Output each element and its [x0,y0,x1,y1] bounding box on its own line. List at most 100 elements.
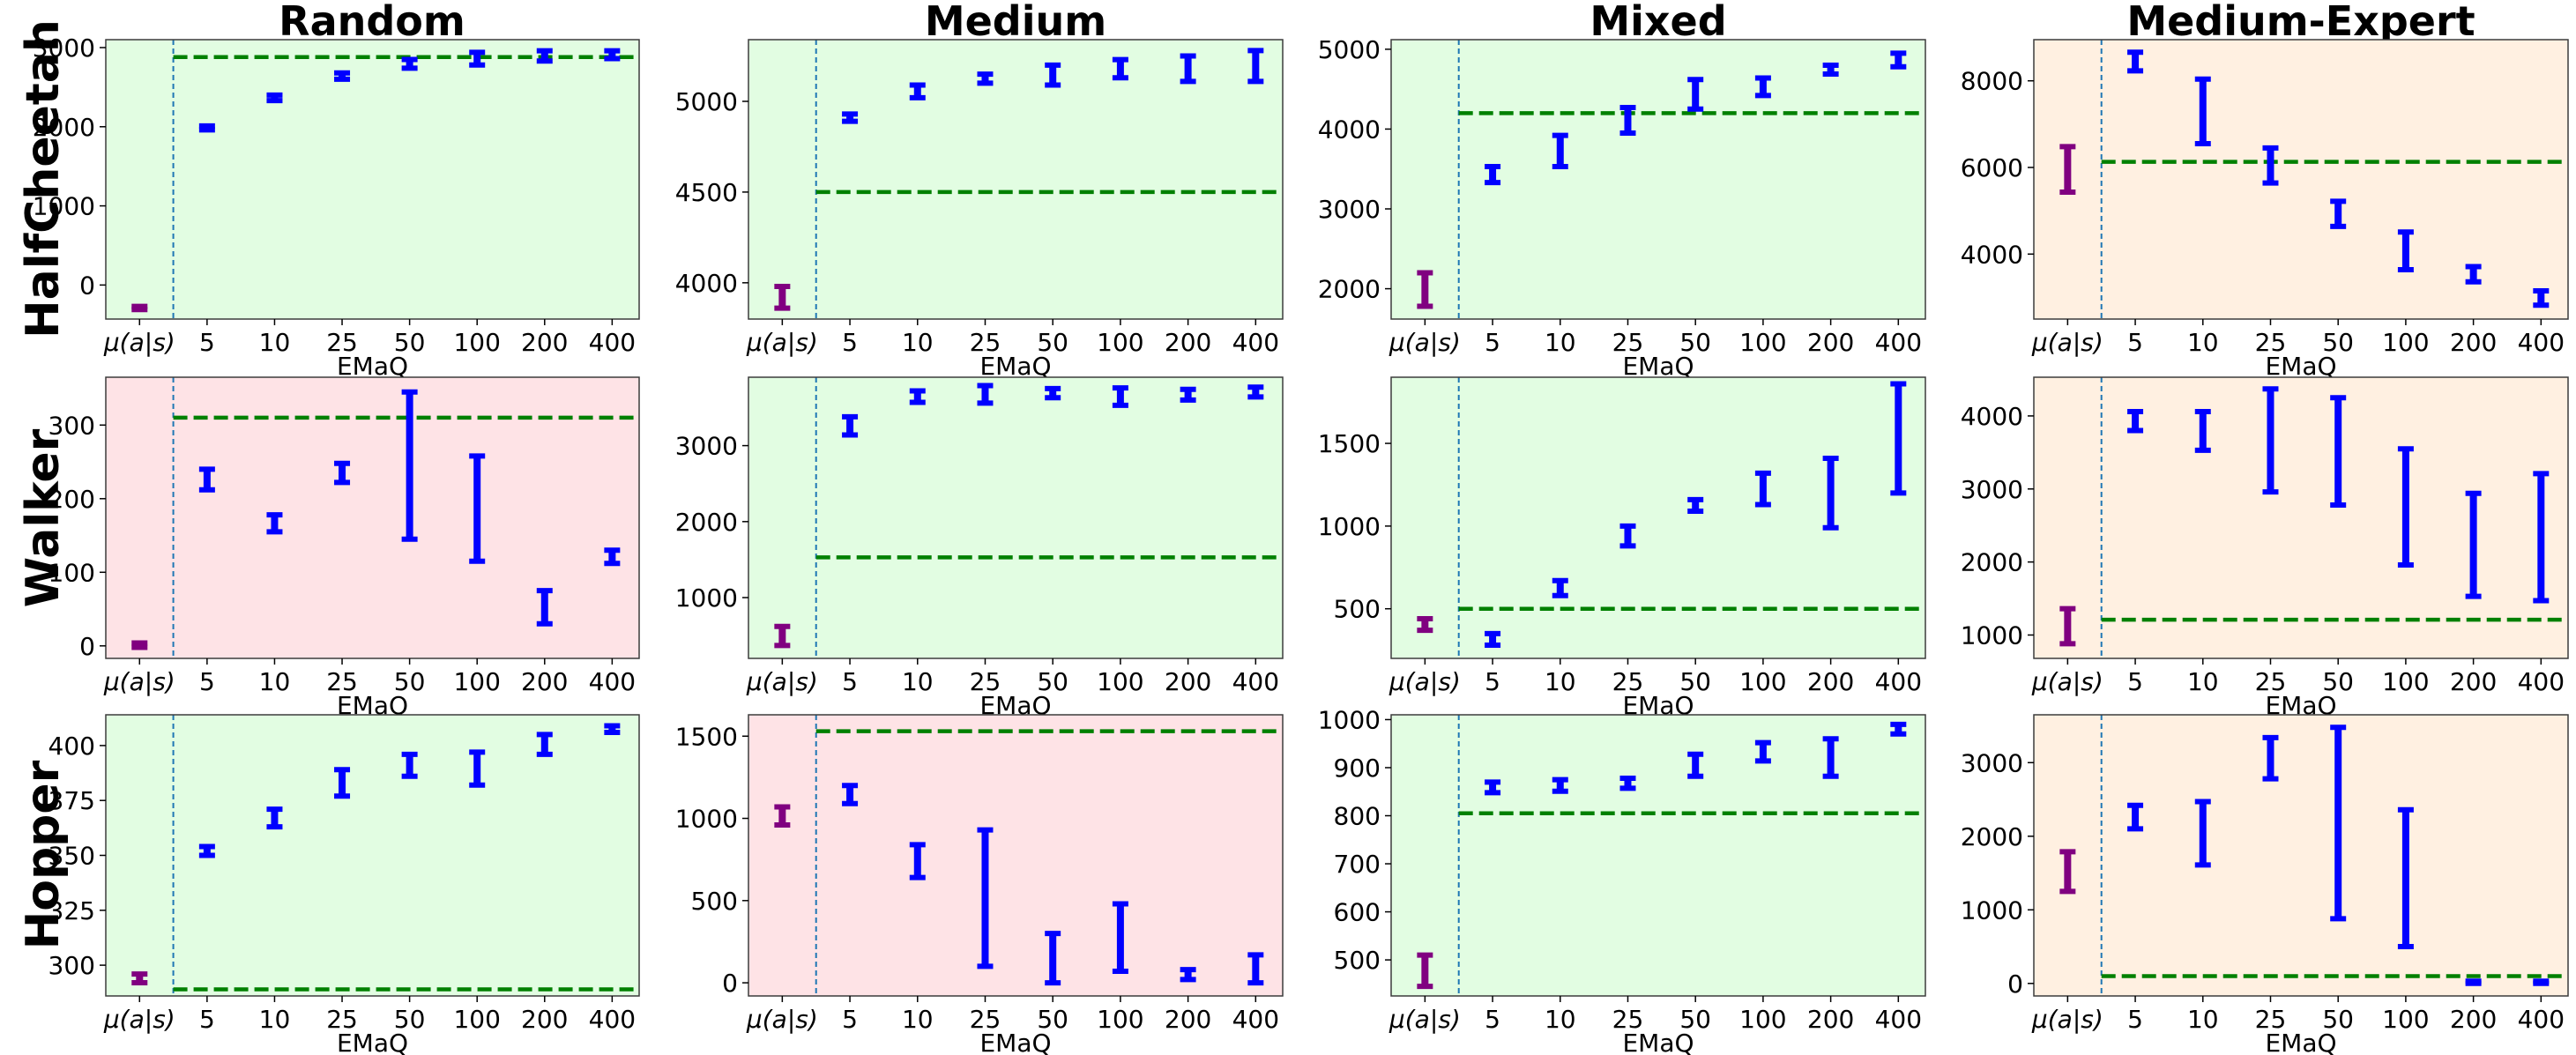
x-tick-label: 5 [842,328,858,357]
x-axis-label: EMaQ [979,352,1051,381]
y-tick-label: 500 [691,887,738,916]
panel-hopper-medium: 0 500 1000 1500 μ(a|s) 5 10 25 50 100 200 400 EMaQ [675,714,1284,1055]
panel-frame [1390,376,1926,659]
emaq-errorbar-10 [909,842,926,880]
y-tick-label: 400 [48,732,95,761]
panel-halfcheetah-medium-expert: 4000 6000 8000 μ(a|s) 5 10 25 50 100 200 400 EMaQ [1961,39,2569,381]
y-tick-label: 500 [1334,946,1381,975]
emaq-errorbar-50 [1687,496,1704,514]
emaq-errorbar-5 [198,123,215,133]
emaq-errorbar-25 [334,767,351,799]
emaq-errorbar-200 [1822,736,1839,779]
x-tick-label: 100 [453,667,500,696]
x-tick-label: μ(a|s) [746,667,818,696]
panel-halfcheetah-random: 0 1000 2000 3000 μ(a|s) 5 10 25 50 100 200 400 EMaQ [33,33,640,381]
emaq-errorbar-25 [334,70,351,82]
y-tick-label: 1500 [1318,429,1381,458]
emaq-errorbar-50 [1687,751,1704,779]
y-tick-label: 600 [1334,898,1381,927]
behavior-errorbar [2059,606,2076,647]
x-tick-label: 50 [2322,1005,2354,1034]
y-tick-label: 4000 [1961,240,2023,269]
y-tick-label: 2000 [1961,822,2023,851]
panel-frame [105,376,640,659]
x-tick-label: 100 [453,1005,500,1034]
row-labels: HalfCheetah Walker Hopper [17,19,70,949]
emaq-errorbar-200 [1822,62,1839,77]
x-tick-label: 50 [1679,328,1711,357]
panel-background [1391,40,1925,319]
x-tick-label: μ(a|s) [746,328,818,357]
x-tick-label: 25 [970,1005,1001,1034]
panel-background [1391,715,1925,996]
y-tick-label: 0 [79,271,95,300]
y-tick-label: 8000 [1961,67,2023,96]
x-tick-label: 5 [199,1005,215,1034]
x-tick-label: 200 [2450,1005,2497,1034]
x-tick-label: μ(a|s) [2031,667,2103,696]
x-tick-label: μ(a|s) [2031,1005,2103,1034]
x-tick-label: μ(a|s) [2031,328,2103,357]
emaq-errorbar-400 [604,48,621,62]
panel-hopper-mixed: 500 600 700 800 900 1000 μ(a|s) 5 10 25 50 100 200 40… [1318,705,1926,1055]
x-tick-label: 400 [1875,667,1922,696]
emaq-errorbar-50 [1045,931,1061,986]
x-tick-label: 10 [2187,667,2219,696]
x-tick-label: 100 [1097,1005,1143,1034]
panel-halfcheetah-mixed: 2000 3000 4000 5000 μ(a|s) 5 10 25 50 100 200 400 EM… [1318,35,1926,381]
emaq-errorbar-100 [469,453,486,564]
x-tick-label: 25 [2255,328,2287,357]
x-tick-label: 10 [1545,328,1576,357]
x-tick-label: 100 [2382,328,2429,357]
emaq-errorbar-50 [1045,385,1061,401]
col-title-random: Random [279,0,465,45]
panel-background [1391,377,1925,658]
y-tick-label: 350 [48,842,95,871]
y-tick-label: 1000 [1318,512,1381,541]
x-tick-label: μ(a|s) [103,667,175,696]
x-tick-label: μ(a|s) [103,328,175,357]
y-tick-label: 100 [48,558,95,587]
x-tick-label: 400 [2518,667,2565,696]
emaq-errorbar-400 [2533,978,2550,986]
behavior-errorbar [2059,144,2076,195]
emaq-errorbar-25 [977,383,994,406]
x-tick-label: 5 [1485,667,1500,696]
x-tick-label: 5 [199,328,215,357]
x-tick-label: 50 [2322,328,2354,357]
behavior-errorbar [131,640,148,650]
y-tick-label: 0 [722,969,738,998]
panel-frame [748,39,1284,320]
x-tick-label: 100 [2382,667,2429,696]
emaq-errorbar-200 [1180,386,1196,403]
x-tick-label: 10 [1545,1005,1576,1034]
panel-frame [748,714,1284,997]
x-tick-label: 10 [902,667,934,696]
emaq-errorbar-10 [266,512,283,535]
panel-frame [2033,376,2569,659]
panel-background [748,715,1283,996]
behavior-errorbar [774,804,791,828]
x-axis-label: EMaQ [979,1029,1051,1055]
emaq-errorbar-50 [401,389,418,542]
x-tick-label: 25 [2255,667,2287,696]
row-label-walker: Walker [17,428,70,607]
y-tick-label: 3000 [1961,748,2023,777]
emaq-errorbar-400 [1890,50,1907,70]
panel-hopper-medium-expert: 0 1000 2000 3000 μ(a|s) 5 10 25 50 100 200 400 EMaQ [1961,714,2569,1055]
emaq-errorbar-100 [1112,901,1128,975]
x-tick-label: 400 [589,667,636,696]
x-tick-label: 50 [394,1005,426,1034]
x-tick-label: 400 [1232,1005,1279,1034]
panel-background [2034,377,2568,658]
x-tick-label: 200 [1807,667,1854,696]
y-tick-label: 3000 [1961,475,2023,504]
x-tick-label: 5 [199,667,215,696]
emaq-errorbar-25 [2262,386,2279,495]
y-tick-label: 3000 [33,33,95,63]
y-tick-label: 1000 [675,583,738,613]
y-tick-label: 1000 [1961,895,2023,925]
panel-frame [1390,714,1926,997]
x-tick-label: 100 [1097,328,1143,357]
emaq-errorbar-10 [2194,799,2211,868]
